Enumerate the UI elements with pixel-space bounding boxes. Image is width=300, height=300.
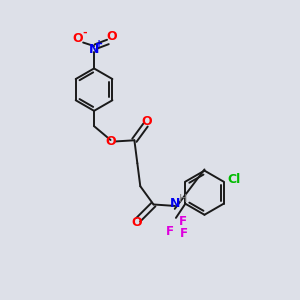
Text: N: N <box>89 43 99 56</box>
Text: O: O <box>105 135 116 148</box>
Text: F: F <box>180 227 188 240</box>
Text: Cl: Cl <box>227 173 241 186</box>
Text: H: H <box>179 194 187 204</box>
Text: N: N <box>169 197 180 210</box>
Text: O: O <box>141 115 152 128</box>
Text: O: O <box>131 216 142 229</box>
Text: O: O <box>73 32 83 46</box>
Text: F: F <box>178 215 186 228</box>
Text: +: + <box>95 39 104 49</box>
Text: F: F <box>165 225 173 238</box>
Text: -: - <box>82 28 87 38</box>
Text: O: O <box>106 30 117 43</box>
